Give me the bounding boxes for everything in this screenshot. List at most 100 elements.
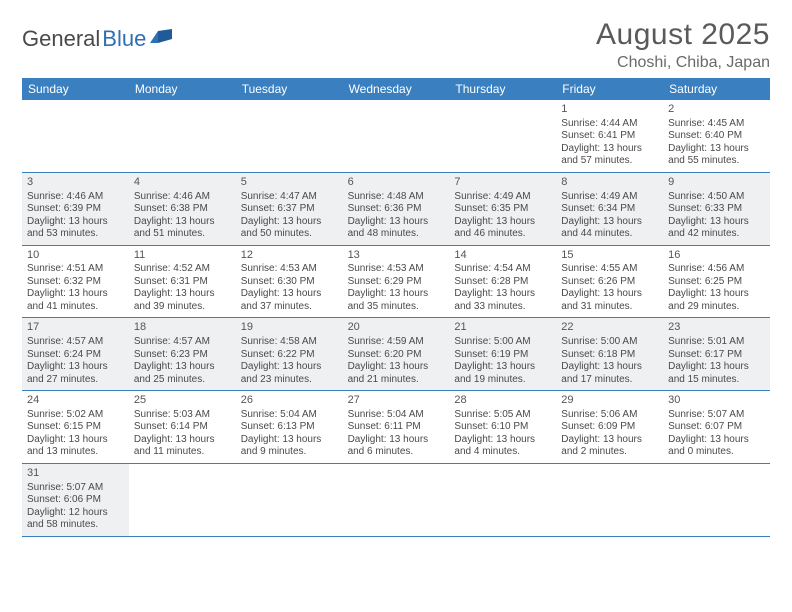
daylight-text: Daylight: 13 hours and 6 minutes. xyxy=(348,434,445,459)
day-number: 30 xyxy=(668,394,765,408)
calendar-week: 31Sunrise: 5:07 AMSunset: 6:06 PMDayligh… xyxy=(22,464,770,537)
day-number: 20 xyxy=(348,321,445,335)
day-number: 22 xyxy=(561,321,658,335)
sunset-text: Sunset: 6:28 PM xyxy=(454,276,551,289)
day-number: 2 xyxy=(668,103,765,117)
day-number: 31 xyxy=(27,467,124,481)
sunrise-text: Sunrise: 4:46 AM xyxy=(134,191,231,204)
sunset-text: Sunset: 6:34 PM xyxy=(561,203,658,216)
calendar-day: 4Sunrise: 4:46 AMSunset: 6:38 PMDaylight… xyxy=(129,173,236,245)
daylight-text: Daylight: 13 hours and 0 minutes. xyxy=(668,434,765,459)
sunrise-text: Sunrise: 4:53 AM xyxy=(348,263,445,276)
flag-icon xyxy=(150,29,172,43)
calendar-empty-cell xyxy=(22,100,129,172)
sunrise-text: Sunrise: 4:45 AM xyxy=(668,118,765,131)
daylight-text: Daylight: 13 hours and 53 minutes. xyxy=(27,216,124,241)
calendar-day: 1Sunrise: 4:44 AMSunset: 6:41 PMDaylight… xyxy=(556,100,663,172)
brand-part1: General xyxy=(22,26,100,52)
day-number: 16 xyxy=(668,249,765,263)
sunrise-text: Sunrise: 5:00 AM xyxy=(454,336,551,349)
calendar-day: 9Sunrise: 4:50 AMSunset: 6:33 PMDaylight… xyxy=(663,173,770,245)
day-number: 9 xyxy=(668,176,765,190)
daylight-text: Daylight: 13 hours and 39 minutes. xyxy=(134,288,231,313)
sunrise-text: Sunrise: 4:56 AM xyxy=(668,263,765,276)
sunset-text: Sunset: 6:29 PM xyxy=(348,276,445,289)
title-block: August 2025 Choshi, Chiba, Japan xyxy=(596,18,770,72)
daylight-text: Daylight: 13 hours and 48 minutes. xyxy=(348,216,445,241)
calendar-day: 14Sunrise: 4:54 AMSunset: 6:28 PMDayligh… xyxy=(449,246,556,318)
calendar-day: 18Sunrise: 4:57 AMSunset: 6:23 PMDayligh… xyxy=(129,318,236,390)
calendar-day: 16Sunrise: 4:56 AMSunset: 6:25 PMDayligh… xyxy=(663,246,770,318)
daylight-text: Daylight: 13 hours and 33 minutes. xyxy=(454,288,551,313)
calendar-empty-cell xyxy=(343,100,450,172)
calendar-day: 12Sunrise: 4:53 AMSunset: 6:30 PMDayligh… xyxy=(236,246,343,318)
sunset-text: Sunset: 6:13 PM xyxy=(241,421,338,434)
day-number: 13 xyxy=(348,249,445,263)
day-number: 18 xyxy=(134,321,231,335)
daylight-text: Daylight: 13 hours and 25 minutes. xyxy=(134,361,231,386)
calendar-day: 30Sunrise: 5:07 AMSunset: 6:07 PMDayligh… xyxy=(663,391,770,463)
day-header-cell: Saturday xyxy=(663,78,770,100)
daylight-text: Daylight: 13 hours and 55 minutes. xyxy=(668,143,765,168)
daylight-text: Daylight: 13 hours and 51 minutes. xyxy=(134,216,231,241)
daylight-text: Daylight: 13 hours and 35 minutes. xyxy=(348,288,445,313)
calendar-week: 17Sunrise: 4:57 AMSunset: 6:24 PMDayligh… xyxy=(22,318,770,391)
daylight-text: Daylight: 13 hours and 21 minutes. xyxy=(348,361,445,386)
daylight-text: Daylight: 13 hours and 15 minutes. xyxy=(668,361,765,386)
day-number: 6 xyxy=(348,176,445,190)
month-title: August 2025 xyxy=(596,18,770,52)
daylight-text: Daylight: 13 hours and 50 minutes. xyxy=(241,216,338,241)
calendar-day: 19Sunrise: 4:58 AMSunset: 6:22 PMDayligh… xyxy=(236,318,343,390)
day-number: 28 xyxy=(454,394,551,408)
daylight-text: Daylight: 13 hours and 37 minutes. xyxy=(241,288,338,313)
day-header-cell: Wednesday xyxy=(343,78,450,100)
day-number: 26 xyxy=(241,394,338,408)
calendar-day: 7Sunrise: 4:49 AMSunset: 6:35 PMDaylight… xyxy=(449,173,556,245)
sunset-text: Sunset: 6:10 PM xyxy=(454,421,551,434)
sunrise-text: Sunrise: 4:59 AM xyxy=(348,336,445,349)
day-number: 12 xyxy=(241,249,338,263)
sunset-text: Sunset: 6:37 PM xyxy=(241,203,338,216)
calendar: SundayMondayTuesdayWednesdayThursdayFrid… xyxy=(22,78,770,537)
daylight-text: Daylight: 13 hours and 2 minutes. xyxy=(561,434,658,459)
sunrise-text: Sunrise: 4:50 AM xyxy=(668,191,765,204)
day-header-row: SundayMondayTuesdayWednesdayThursdayFrid… xyxy=(22,78,770,100)
day-number: 8 xyxy=(561,176,658,190)
day-number: 3 xyxy=(27,176,124,190)
calendar-day: 22Sunrise: 5:00 AMSunset: 6:18 PMDayligh… xyxy=(556,318,663,390)
sunrise-text: Sunrise: 4:49 AM xyxy=(454,191,551,204)
sunrise-text: Sunrise: 5:07 AM xyxy=(668,409,765,422)
calendar-day: 20Sunrise: 4:59 AMSunset: 6:20 PMDayligh… xyxy=(343,318,450,390)
daylight-text: Daylight: 13 hours and 29 minutes. xyxy=(668,288,765,313)
sunrise-text: Sunrise: 5:04 AM xyxy=(241,409,338,422)
sunset-text: Sunset: 6:14 PM xyxy=(134,421,231,434)
daylight-text: Daylight: 13 hours and 13 minutes. xyxy=(27,434,124,459)
calendar-day: 17Sunrise: 4:57 AMSunset: 6:24 PMDayligh… xyxy=(22,318,129,390)
sunset-text: Sunset: 6:41 PM xyxy=(561,130,658,143)
sunset-text: Sunset: 6:30 PM xyxy=(241,276,338,289)
calendar-day: 21Sunrise: 5:00 AMSunset: 6:19 PMDayligh… xyxy=(449,318,556,390)
calendar-day: 11Sunrise: 4:52 AMSunset: 6:31 PMDayligh… xyxy=(129,246,236,318)
daylight-text: Daylight: 12 hours and 58 minutes. xyxy=(27,507,124,532)
day-number: 19 xyxy=(241,321,338,335)
sunset-text: Sunset: 6:09 PM xyxy=(561,421,658,434)
sunrise-text: Sunrise: 4:51 AM xyxy=(27,263,124,276)
calendar-empty-cell xyxy=(129,464,236,536)
sunset-text: Sunset: 6:31 PM xyxy=(134,276,231,289)
calendar-day: 28Sunrise: 5:05 AMSunset: 6:10 PMDayligh… xyxy=(449,391,556,463)
calendar-day: 24Sunrise: 5:02 AMSunset: 6:15 PMDayligh… xyxy=(22,391,129,463)
sunrise-text: Sunrise: 4:48 AM xyxy=(348,191,445,204)
calendar-empty-cell xyxy=(556,464,663,536)
day-number: 14 xyxy=(454,249,551,263)
daylight-text: Daylight: 13 hours and 57 minutes. xyxy=(561,143,658,168)
sunrise-text: Sunrise: 5:01 AM xyxy=(668,336,765,349)
calendar-week: 10Sunrise: 4:51 AMSunset: 6:32 PMDayligh… xyxy=(22,246,770,319)
daylight-text: Daylight: 13 hours and 23 minutes. xyxy=(241,361,338,386)
calendar-day: 13Sunrise: 4:53 AMSunset: 6:29 PMDayligh… xyxy=(343,246,450,318)
day-header-cell: Sunday xyxy=(22,78,129,100)
day-header-cell: Monday xyxy=(129,78,236,100)
sunset-text: Sunset: 6:40 PM xyxy=(668,130,765,143)
calendar-day: 3Sunrise: 4:46 AMSunset: 6:39 PMDaylight… xyxy=(22,173,129,245)
daylight-text: Daylight: 13 hours and 9 minutes. xyxy=(241,434,338,459)
daylight-text: Daylight: 13 hours and 41 minutes. xyxy=(27,288,124,313)
